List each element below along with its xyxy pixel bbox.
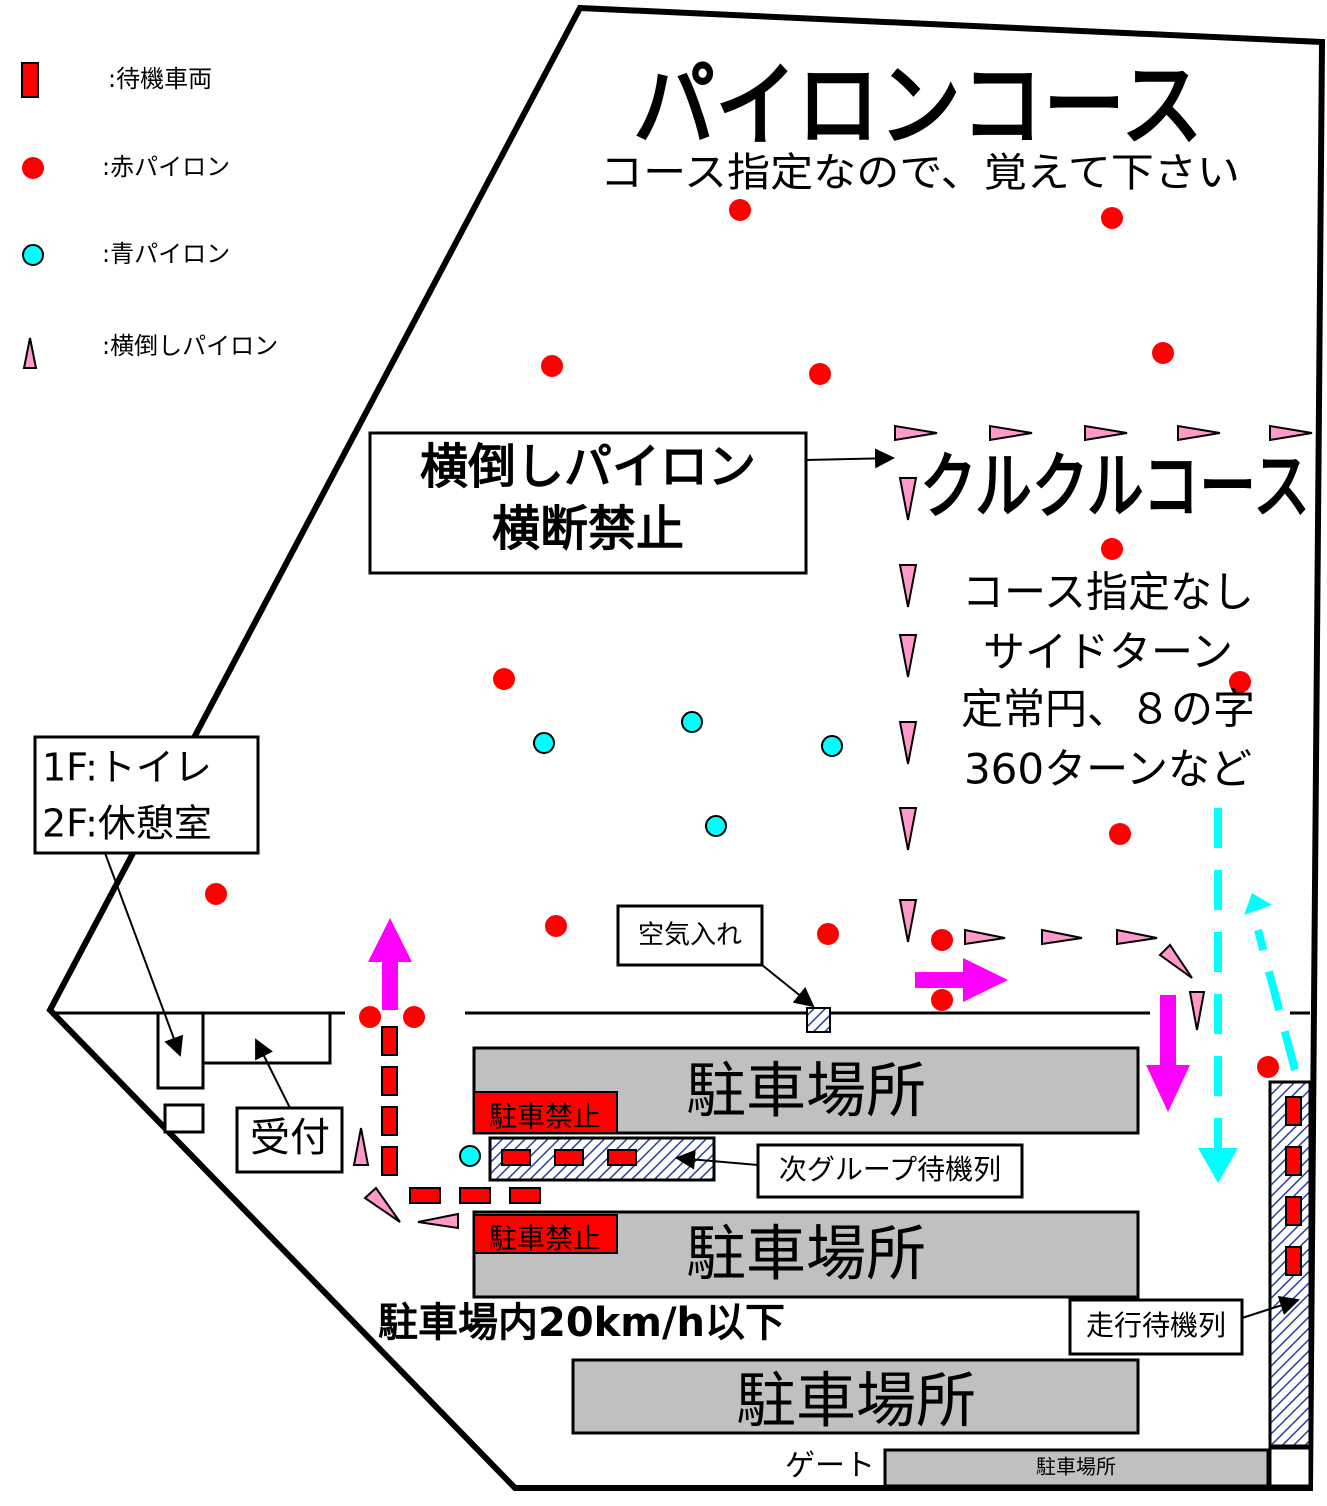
pylon: [403, 1006, 425, 1028]
pylon: [381, 1106, 398, 1136]
pylon: [989, 424, 1033, 442]
parking-lot: 駐車場所: [736, 1367, 976, 1437]
layout: [21, 4, 1326, 1491]
pylon: [459, 1145, 481, 1167]
pylon: [1101, 207, 1123, 229]
facility-line: 2F:休憩室: [42, 802, 212, 846]
kurukuru-note: コース指定なし: [962, 568, 1254, 617]
pylon: [1152, 342, 1174, 364]
pylon: [493, 668, 515, 690]
legend-label: :横倒しパイロン: [102, 332, 278, 360]
pylon: [381, 1026, 398, 1056]
pylons: [22, 157, 1313, 1230]
pylon: [705, 815, 727, 837]
pylon: [931, 929, 953, 951]
pylon: [898, 477, 918, 521]
pylon: [1188, 991, 1206, 1031]
pylon: [809, 363, 831, 385]
pylon: [363, 1186, 401, 1223]
pylon: [894, 424, 938, 442]
parking-lot: 駐車場所: [686, 1220, 926, 1290]
notice-line: 横断禁止: [492, 501, 684, 557]
pylon: [821, 735, 843, 757]
pylon: [817, 923, 839, 945]
legend-label: :待機車両: [108, 65, 212, 93]
pylon: [541, 355, 563, 377]
pylon: [898, 899, 918, 943]
pylon: [898, 721, 918, 765]
legend-label: :赤パイロン: [102, 153, 230, 181]
pylon: [1116, 928, 1158, 946]
pylon: [898, 807, 918, 851]
kurukuru-note: サイドターン: [983, 628, 1233, 677]
pylon: [22, 157, 44, 179]
no-parking: 駐車禁止: [489, 1222, 601, 1255]
pylon: [359, 1006, 381, 1028]
course-subtitle: コース指定なので、覚えて下さい: [600, 150, 1240, 196]
facility-line: 1F:トイレ: [42, 746, 212, 790]
pylon: [545, 915, 567, 937]
no-parking: 駐車禁止: [489, 1100, 601, 1133]
pylon: [205, 883, 227, 905]
pylon: [352, 1127, 370, 1166]
pylon: [681, 711, 703, 733]
pylon: [22, 337, 38, 369]
pylon: [459, 1187, 491, 1204]
kurukuru-note: 定常円、８の字: [961, 685, 1255, 734]
pylon: [533, 732, 555, 754]
pylon: [509, 1187, 541, 1204]
small-lot: 駐車場所: [1036, 1455, 1116, 1479]
next-group-label: 次グループ待機列: [779, 1153, 1001, 1186]
pylon: [22, 244, 44, 266]
pylon: [409, 1187, 441, 1204]
pylon: [898, 634, 918, 678]
pylon: [1084, 424, 1128, 442]
notice-line: 横倒しパイロン: [420, 439, 756, 495]
pylon: [1041, 928, 1083, 946]
reception-label: 受付: [250, 1115, 330, 1161]
pylon: [1177, 424, 1221, 442]
legend-label: :青パイロン: [102, 240, 230, 268]
pylon: [1109, 823, 1131, 845]
course-title: パイロンコース: [633, 52, 1203, 159]
pylon: [1101, 538, 1123, 560]
pylon: [1257, 1056, 1279, 1078]
pylon: [1229, 671, 1251, 693]
run-queue-label: 走行待機列: [1086, 1309, 1226, 1342]
air-label: 空気入れ: [638, 921, 742, 951]
kurukuru-title: クルクルコース: [920, 445, 1310, 529]
texts: :待機車両 :赤パイロン :青パイロン :横倒しパイロン パイロンコース コース…: [42, 52, 1310, 1483]
pylon: [898, 564, 918, 608]
speed-limit: 駐車場内20km/h以下: [378, 1300, 785, 1346]
pylon: [381, 1066, 398, 1096]
pylon: [381, 1146, 398, 1176]
pylon: [964, 928, 1006, 946]
parking-lot: 駐車場所: [686, 1057, 926, 1127]
pylon: [729, 199, 751, 221]
pylon: [1158, 943, 1193, 979]
kurukuru-note: 360ターンなど: [964, 745, 1252, 794]
pylon: [1269, 424, 1313, 442]
pylon: [417, 1212, 459, 1230]
pylon: [931, 989, 953, 1011]
gate-label: ゲート: [785, 1449, 875, 1484]
